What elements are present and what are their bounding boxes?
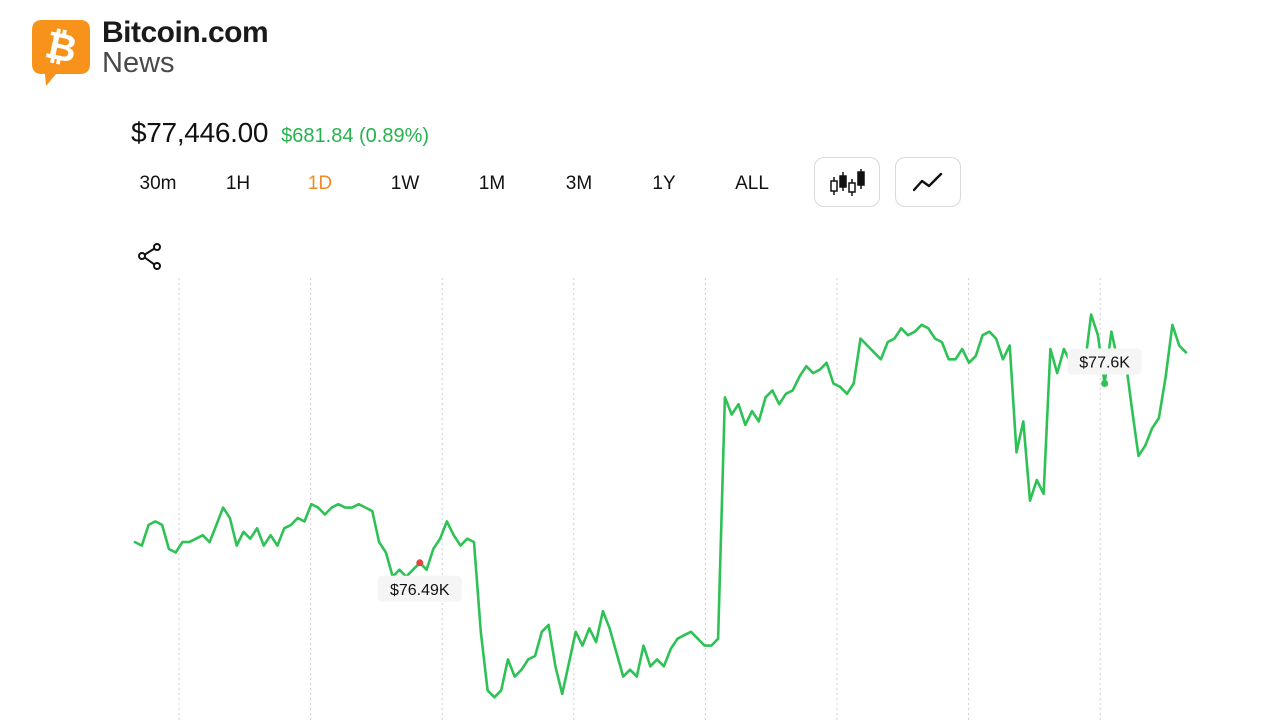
chart-grid [178,278,1101,720]
max-price-label: $77.6K [1079,354,1130,371]
range-1w[interactable]: 1W [360,160,450,208]
range-all[interactable]: ALL [704,160,800,208]
line-view-button[interactable] [895,157,961,207]
candlestick-icon [830,169,865,196]
max-point [1101,379,1109,387]
range-1m[interactable]: 1M [450,160,534,208]
price-chart[interactable]: $77.6K $76.49K [0,270,1280,720]
bitcoin-logo-icon: ₿ [32,20,90,86]
price-change: $681.84 (0.89%) [281,125,430,147]
candlestick-view-button[interactable] [814,157,880,207]
max-label-bg [1067,348,1142,375]
price-line [133,313,1188,699]
min-label-bg [377,575,462,602]
range-30m[interactable]: 30m [120,160,196,208]
current-price: $77,446.00 [131,117,269,148]
range-1y[interactable]: 1Y [624,160,704,208]
brand-sub: News [102,47,175,79]
price-header: $77,446.00 $681.84 (0.89%) [131,117,429,149]
brand-logo[interactable]: ₿ Bitcoin.com News [30,16,269,90]
line-chart-icon [913,172,943,192]
min-point [416,559,424,567]
min-price-label: $76.49K [390,582,450,599]
range-1d[interactable]: 1D [280,160,360,208]
brand-name: Bitcoin.com [102,16,269,49]
range-3m[interactable]: 3M [534,160,624,208]
range-selector: 30m 1H 1D 1W 1M 3M 1Y ALL [120,160,800,208]
range-1h[interactable]: 1H [196,160,280,208]
share-icon[interactable] [136,242,164,270]
chart-annotations: $77.6K $76.49K [377,348,1142,602]
